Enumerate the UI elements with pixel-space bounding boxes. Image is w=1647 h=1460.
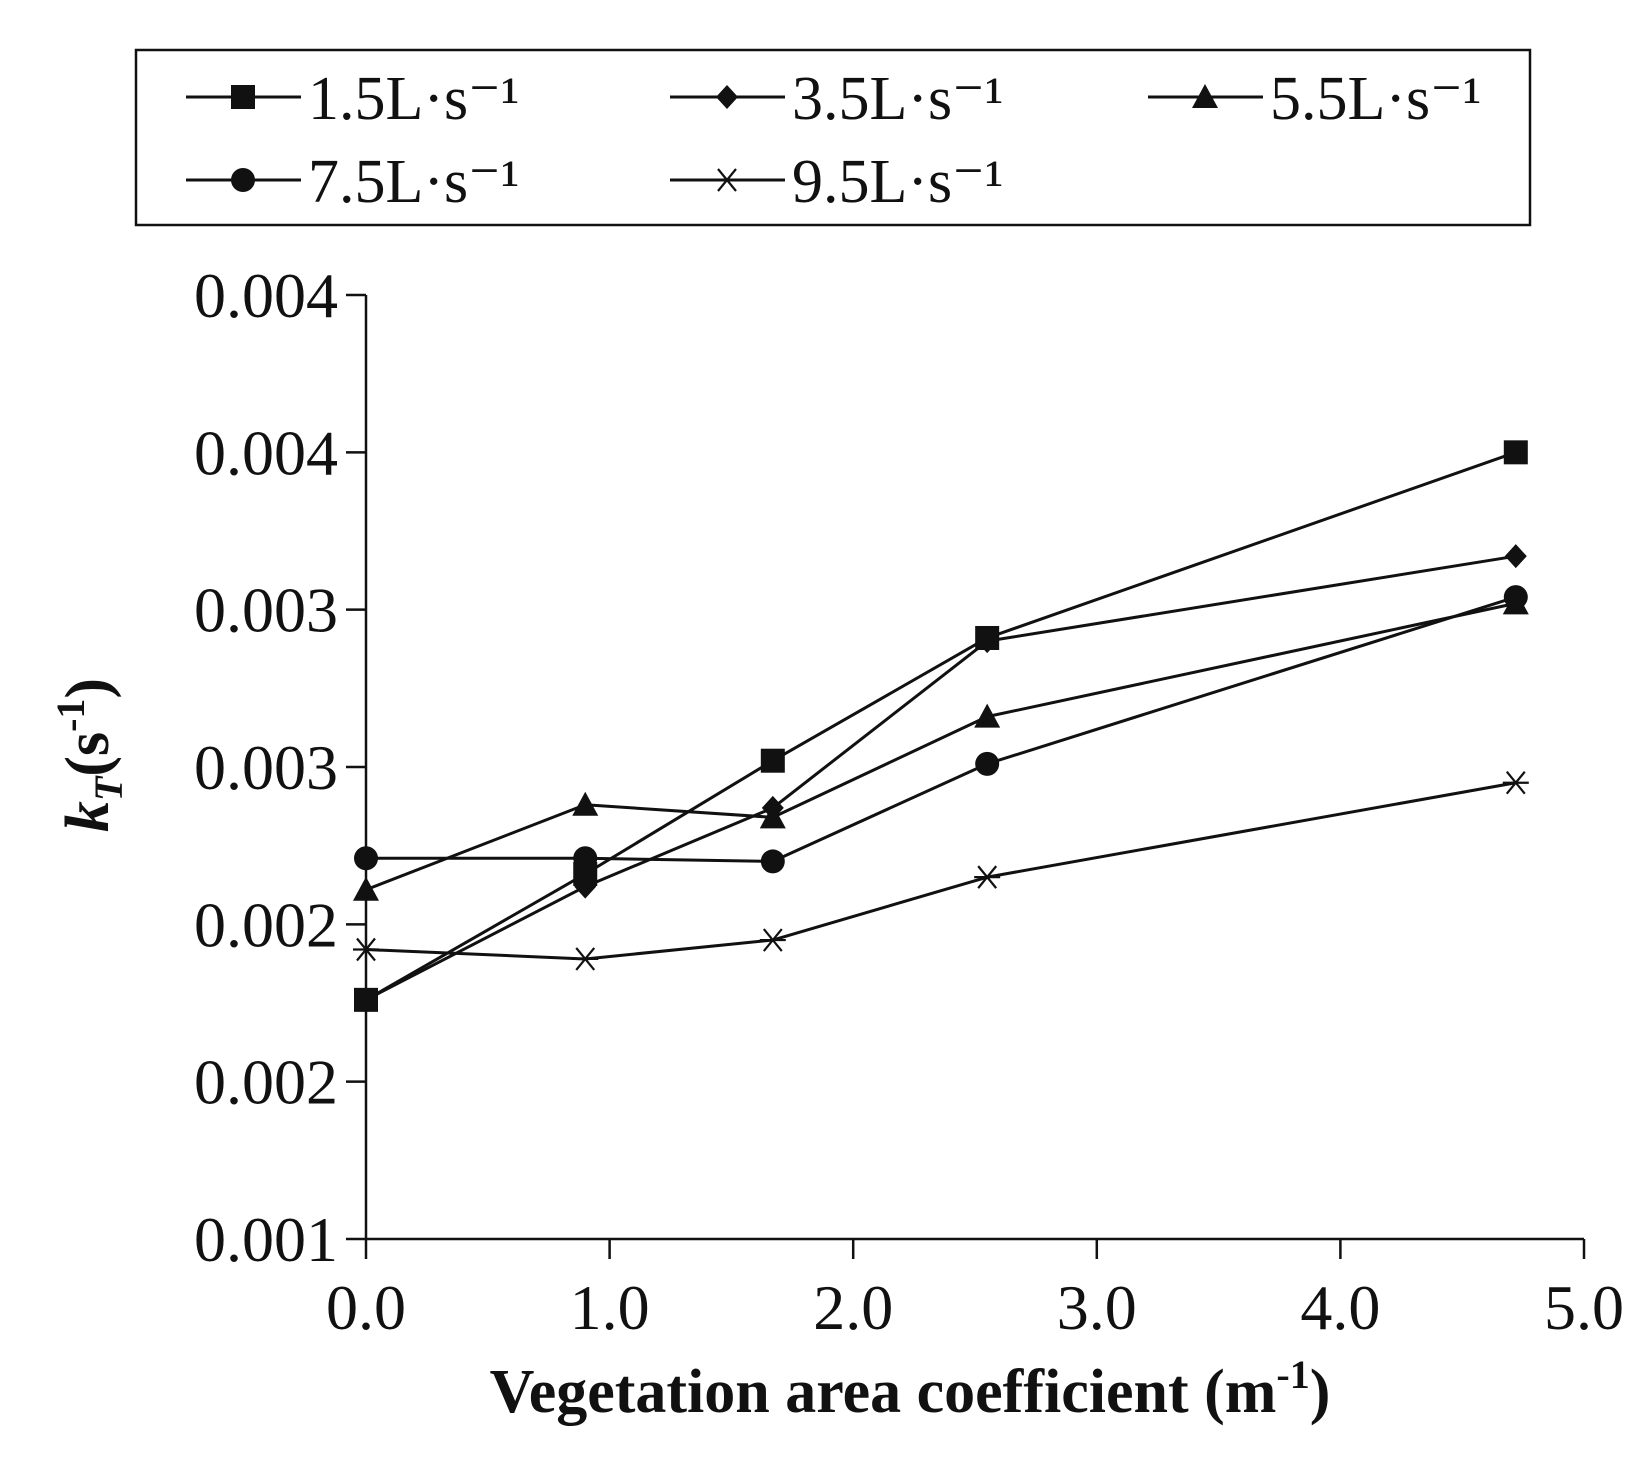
x-tick-label: 5.0 [1544,1272,1624,1343]
legend-marker-asterisk [714,168,740,192]
data-point-asterisk [974,865,1001,889]
y-axis-title: kT(s-1) [48,678,131,832]
data-point-square [760,748,785,773]
legend-marker-triangle [1192,84,1218,108]
data-point-circle [1503,585,1528,610]
data-point-circle [975,751,1000,776]
series-line [365,601,1517,892]
data-point-diamond [1504,544,1527,569]
legend-marker-circle [231,168,255,192]
data-point-asterisk [759,928,786,952]
y-tick-label: 0.004 [194,260,338,331]
legend: 1.5L·s⁻¹ 3.5L·s⁻¹ 5.5L·s⁻¹ 7.5L·s⁻¹ 9.5L·s⁻¹ [134,48,1532,227]
data-point-triangle [353,876,379,901]
data-point-square [1503,440,1528,465]
data-point-triangle [759,804,786,829]
data-point-triangle [572,791,599,816]
legend-item: 1.5L·s⁻¹ [186,65,519,133]
data-point-asterisk [353,937,379,962]
x-tick-label: 0.0 [326,1272,406,1343]
data-point-circle [760,849,785,874]
legend-label: 5.5L·s⁻¹ [1270,65,1481,133]
axes: 0.001 0.002 0.002 0.003 0.003 0.004 0.004 0.0 1.… [194,260,1624,1343]
y-tick-label: 0.004 [194,417,338,488]
legend-box [134,48,1532,227]
legend-item: 9.5L·s⁻¹ [670,148,1003,216]
y-tick-label: 0.003 [194,575,338,646]
series-square [354,440,1528,1012]
data-point-asterisk [1502,771,1529,795]
data-point-circle [354,846,378,871]
x-tick-label: 4.0 [1300,1272,1380,1343]
legend-label: 7.5L·s⁻¹ [308,148,519,216]
y-tick-label: 0.002 [194,889,338,960]
x-tick-label: 1.0 [570,1272,650,1343]
legend-marker-diamond [716,85,738,109]
x-axis-title: Vegetation area coefficient (m-1) [490,1352,1331,1426]
x-tick-label: 2.0 [813,1272,893,1343]
series-line [365,781,1517,961]
data-point-triangle [974,703,1001,728]
x-tick-label: 3.0 [1057,1272,1137,1343]
data-point-diamond [976,629,999,654]
data-point-circle [573,846,598,871]
data-point-diamond [355,987,377,1012]
legend-item: 3.5L·s⁻¹ [670,65,1003,133]
legend-label: 3.5L·s⁻¹ [792,65,1003,133]
legend-label: 1.5L·s⁻¹ [308,65,519,133]
series-triangle [353,590,1529,901]
legend-label: 9.5L·s⁻¹ [792,148,1003,216]
y-tick-label: 0.003 [194,732,338,803]
legend-item: 5.5L·s⁻¹ [1148,65,1481,133]
series-line [365,450,1517,1002]
y-tick-label: 0.001 [194,1204,338,1275]
legend-marker-square [231,85,255,109]
series-diamond [355,544,1527,1012]
series-line [365,554,1517,1002]
data-point-asterisk [572,947,599,971]
y-tick-label: 0.002 [194,1047,338,1118]
legend-item: 7.5L·s⁻¹ [186,148,519,216]
series-circle [354,585,1528,874]
series-asterisk [353,771,1529,971]
series-layer [353,440,1529,1012]
data-point-diamond [574,874,597,899]
